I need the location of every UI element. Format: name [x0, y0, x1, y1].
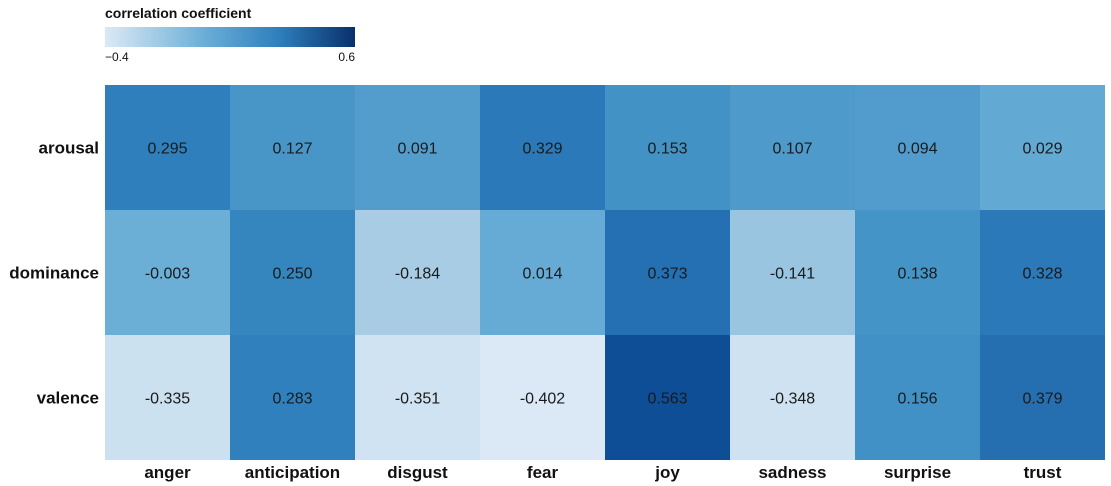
- heatmap-cell: [105, 335, 230, 460]
- heatmap-cell: [480, 335, 605, 460]
- heatmap-cell: [355, 335, 480, 460]
- cell-value-label: -0.003: [145, 266, 190, 283]
- heatmap-cell: [605, 210, 730, 335]
- column-label-fear: fear: [527, 463, 559, 482]
- cell-value-label: -0.402: [520, 391, 565, 408]
- cell-value-label: -0.141: [770, 266, 815, 283]
- row-labels: arousal dominance valence: [9, 139, 99, 408]
- cell-value-label: 0.328: [1022, 266, 1062, 283]
- legend-title: correlation coefficient: [105, 5, 252, 21]
- heatmap-cell: [730, 335, 855, 460]
- cell-value-label: -0.351: [395, 391, 440, 408]
- heatmap-cell: [980, 210, 1105, 335]
- row-label-arousal: arousal: [39, 139, 99, 158]
- heatmap-cell: [355, 210, 480, 335]
- cell-value-label: 0.094: [897, 141, 937, 158]
- cell-value-label: 0.091: [397, 141, 437, 158]
- heatmap-cell: [105, 210, 230, 335]
- heatmap-cell: [980, 335, 1105, 460]
- heatmap-cell: [730, 85, 855, 210]
- heatmap-cell: [980, 85, 1105, 210]
- column-label-sadness: sadness: [758, 463, 826, 482]
- cell-value-label: 0.153: [647, 141, 687, 158]
- column-label-anger: anger: [144, 463, 191, 482]
- cell-value-label: 0.329: [522, 141, 562, 158]
- heatmap-cell: [230, 85, 355, 210]
- column-label-trust: trust: [1024, 463, 1062, 482]
- color-legend: correlation coefficient −0.4 0.6: [105, 5, 355, 64]
- column-label-anticipation: anticipation: [245, 463, 340, 482]
- cell-value-label: 0.283: [272, 391, 312, 408]
- heatmap-cell: [480, 210, 605, 335]
- cell-value-label: -0.348: [770, 391, 815, 408]
- cell-value-label: 0.127: [272, 141, 312, 158]
- cell-value-label: 0.156: [897, 391, 937, 408]
- heatmap-cell: [230, 210, 355, 335]
- heatmap-cell: [355, 85, 480, 210]
- cell-value-label: -0.335: [145, 391, 190, 408]
- heatmap-cell: [855, 210, 980, 335]
- cell-value-label: 0.379: [1022, 391, 1062, 408]
- cell-value-label: 0.014: [522, 266, 562, 283]
- legend-colorbar: [105, 27, 355, 47]
- cell-value-label: 0.138: [897, 266, 937, 283]
- heatmap-cell: [605, 335, 730, 460]
- cell-value-label: 0.250: [272, 266, 312, 283]
- column-label-disgust: disgust: [387, 463, 448, 482]
- cell-value-label: 0.373: [647, 266, 687, 283]
- column-label-surprise: surprise: [884, 463, 951, 482]
- cell-value-label: -0.184: [395, 266, 440, 283]
- heatmap-cell: [855, 335, 980, 460]
- row-label-dominance: dominance: [9, 264, 99, 283]
- legend-min-label: −0.4: [105, 50, 129, 64]
- heatmap-cell: [605, 85, 730, 210]
- heatmap-cell: [730, 210, 855, 335]
- heatmap-cell: [855, 85, 980, 210]
- column-label-joy: joy: [654, 463, 680, 482]
- cell-value-label: 0.295: [147, 141, 187, 158]
- heatmap-cells: 0.295 0.127 0.091 0.329 0.153 0.107 0.094 0.029…: [105, 85, 1105, 460]
- row-label-valence: valence: [37, 389, 99, 408]
- heatmap-cell: [105, 85, 230, 210]
- heatmap-cell: [480, 85, 605, 210]
- cell-value-label: 0.107: [772, 141, 812, 158]
- cell-value-label: 0.563: [647, 391, 687, 408]
- heatmap-cell: [230, 335, 355, 460]
- column-labels: anger anticipation disgust fear joy sadness su…: [144, 463, 1061, 482]
- legend-max-label: 0.6: [338, 50, 355, 64]
- cell-value-label: 0.029: [1022, 141, 1062, 158]
